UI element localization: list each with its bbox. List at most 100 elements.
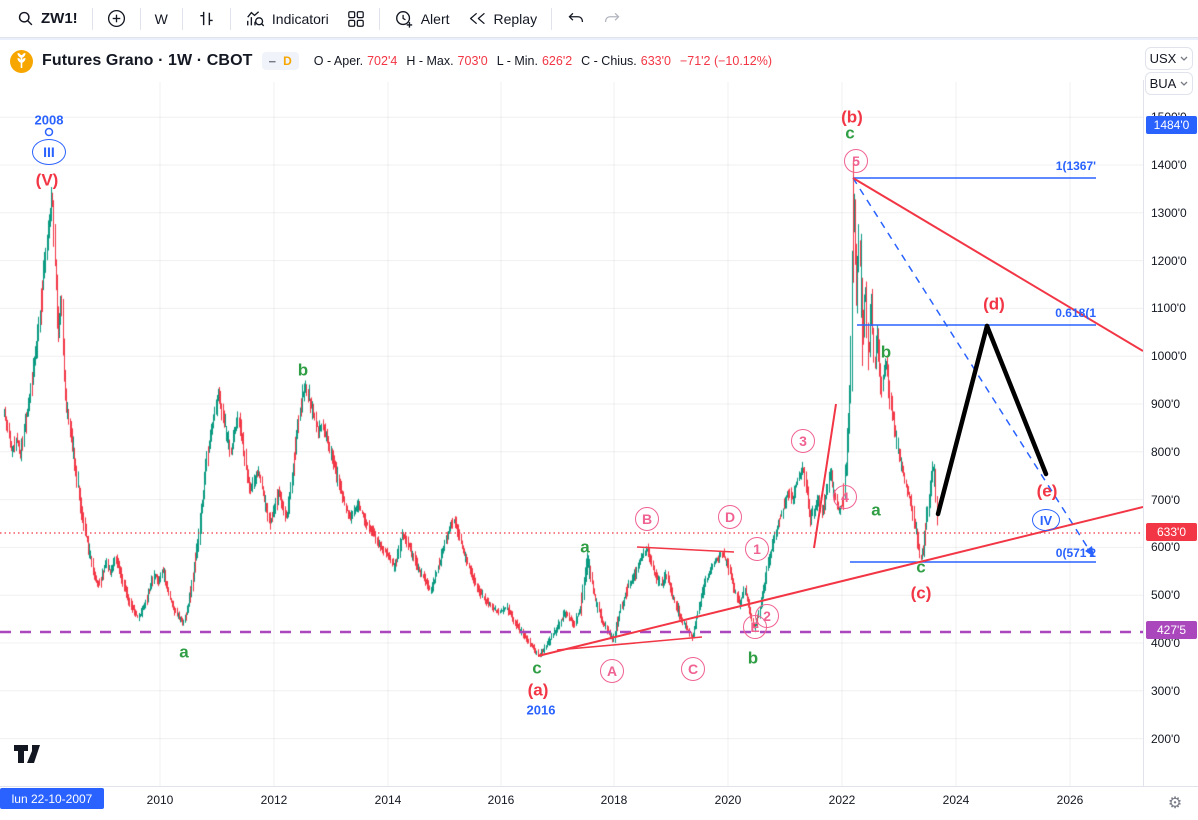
- plus-circle-icon: [107, 9, 125, 28]
- wave-circle-D[interactable]: D: [718, 505, 742, 529]
- redo-button[interactable]: [594, 4, 631, 34]
- time-tick: 2018: [600, 793, 628, 807]
- wave-label-b[interactable]: (b): [841, 107, 863, 127]
- axis-settings-button[interactable]: ⚙: [1160, 791, 1190, 815]
- unit-toggle-button[interactable]: BUA: [1145, 72, 1193, 95]
- wave-circle-3[interactable]: 3: [791, 429, 815, 453]
- toolbar-separator: [181, 7, 183, 30]
- replay-button[interactable]: Replay: [459, 4, 547, 34]
- price-axis[interactable]: 1500'01400'01300'01200'01100'01000'0900'…: [1143, 80, 1198, 786]
- wave-label-2016[interactable]: 2016: [526, 702, 556, 718]
- wave-label-a[interactable]: a: [871, 500, 881, 520]
- wave-label-a[interactable]: a: [179, 642, 189, 662]
- interval-pill[interactable]: − D: [261, 52, 299, 70]
- wave-circle-C[interactable]: C: [681, 657, 705, 681]
- wave-label-c[interactable]: c: [916, 557, 926, 577]
- wave-circle-1[interactable]: 1: [745, 537, 769, 561]
- time-tick: 2022: [828, 793, 856, 807]
- ohlc-readout: O - Aper. 702'4 H - Max. 703'0 L - Min. 626'2…: [314, 54, 671, 68]
- ohlc-value: 633'0: [640, 54, 671, 68]
- wheat-symbol-icon: [10, 49, 33, 73]
- wave-label-b[interactable]: b: [297, 360, 309, 380]
- wave-circle-5[interactable]: 5: [844, 149, 868, 173]
- symbol-label: ZW1!: [41, 10, 78, 27]
- wave-label-a[interactable]: (a): [527, 680, 549, 700]
- alert-label: Alert: [420, 10, 450, 27]
- interval-button[interactable]: W: [146, 4, 177, 34]
- price-tick: 1400'0: [1151, 158, 1187, 172]
- time-tick: 2010: [146, 793, 174, 807]
- fib-level-label[interactable]: 0(571'2: [1055, 546, 1096, 560]
- price-badge: 633'0: [1146, 522, 1197, 541]
- time-tick: 2012: [260, 793, 288, 807]
- price-tick: 1100'0: [1151, 301, 1186, 316]
- price-badge: 1484'0: [1146, 115, 1197, 134]
- wave-label-c[interactable]: c: [532, 658, 542, 678]
- candlestick-canvas[interactable]: [0, 80, 1143, 786]
- gear-icon: ⚙: [1167, 795, 1183, 812]
- currency-toggle-button[interactable]: USX: [1145, 47, 1193, 70]
- alert-clock-icon: [395, 10, 412, 28]
- wave-label-c[interactable]: c: [845, 123, 855, 143]
- wave-circle-IV[interactable]: IV: [1032, 509, 1060, 531]
- wave-label-b[interactable]: b: [880, 342, 892, 362]
- indicators-label: Indicatori: [271, 10, 329, 27]
- wave-label-d[interactable]: (d): [983, 294, 1005, 314]
- undo-icon: [568, 12, 584, 22]
- bars-style-icon: [200, 11, 213, 26]
- redo-icon: [605, 12, 620, 22]
- ohlc-item: O - Aper. 702'4: [314, 54, 398, 68]
- price-tick: 500'0: [1151, 588, 1180, 603]
- wave-circle-III[interactable]: III: [32, 139, 66, 165]
- price-tick: 300'0: [1151, 683, 1180, 698]
- wave-circle-E[interactable]: E: [743, 615, 767, 639]
- symbol-title[interactable]: Futures Grano · 1W · CBOT: [42, 52, 253, 69]
- replay-icon: [469, 12, 485, 25]
- ohlc-label: C - Chius.: [581, 54, 637, 68]
- price-tick: 200'0: [1151, 731, 1180, 746]
- price-tick: 400'0: [1151, 636, 1180, 650]
- wave-circle-4[interactable]: 4: [833, 485, 857, 509]
- ohlc-item: H - Max. 703'0: [406, 54, 487, 68]
- wave-circle-A[interactable]: A: [600, 659, 624, 683]
- interval-label: W: [154, 10, 168, 27]
- wave-label-V[interactable]: (V): [35, 170, 59, 190]
- price-tick: 1300'0: [1151, 205, 1187, 220]
- wave-label-b[interactable]: b: [747, 648, 759, 668]
- ohlc-label: H - Max.: [406, 54, 454, 68]
- grid-layout-icon: [347, 10, 364, 27]
- compare-add-button[interactable]: [98, 4, 135, 34]
- price-tick: 700'0: [1151, 492, 1180, 507]
- replay-label: Replay: [493, 10, 538, 27]
- price-tick: 1000'0: [1151, 349, 1187, 364]
- wave-label-e[interactable]: (e): [1036, 481, 1058, 501]
- alert-button[interactable]: Alert: [385, 4, 459, 34]
- crosshair-date-badge: lun 22-10-2007: [0, 788, 104, 809]
- fib-level-label[interactable]: 0.618(1: [1055, 306, 1096, 320]
- symbol-search-button[interactable]: ZW1!: [8, 4, 87, 34]
- indicators-button[interactable]: Indicatori: [236, 4, 338, 34]
- tradingview-logo[interactable]: [13, 744, 45, 764]
- currency-label: USX: [1149, 51, 1177, 66]
- search-icon: [18, 11, 33, 26]
- ohlc-value: 702'4: [367, 54, 398, 68]
- time-axis[interactable]: lun 22-10-2007 ⚙ 2010 2012 2014 2016 2018 202…: [0, 786, 1198, 820]
- chevron-down-icon: [1180, 56, 1188, 61]
- time-tick: 2016: [487, 793, 515, 807]
- time-tick: 2024: [942, 793, 970, 807]
- layout-grid-button[interactable]: [338, 4, 374, 34]
- ohlc-value: 626'2: [541, 54, 573, 68]
- chevron-down-icon: [1180, 81, 1188, 86]
- chart-style-button[interactable]: [188, 4, 225, 34]
- wave-label-c[interactable]: (c): [910, 583, 932, 603]
- fib-level-label[interactable]: 1(1367': [1055, 159, 1096, 173]
- ohlc-item: L - Min. 626'2: [497, 54, 572, 68]
- undo-button[interactable]: [557, 4, 594, 34]
- wave-circle-B[interactable]: B: [635, 507, 659, 531]
- unit-label: BUA: [1149, 76, 1177, 91]
- wave-label-a[interactable]: a: [580, 537, 590, 557]
- price-badge: 427'5: [1146, 620, 1197, 639]
- wave-label-2008[interactable]: 2008: [34, 112, 64, 128]
- price-tick: 900'0: [1151, 397, 1180, 411]
- toolbar-separator: [551, 7, 553, 30]
